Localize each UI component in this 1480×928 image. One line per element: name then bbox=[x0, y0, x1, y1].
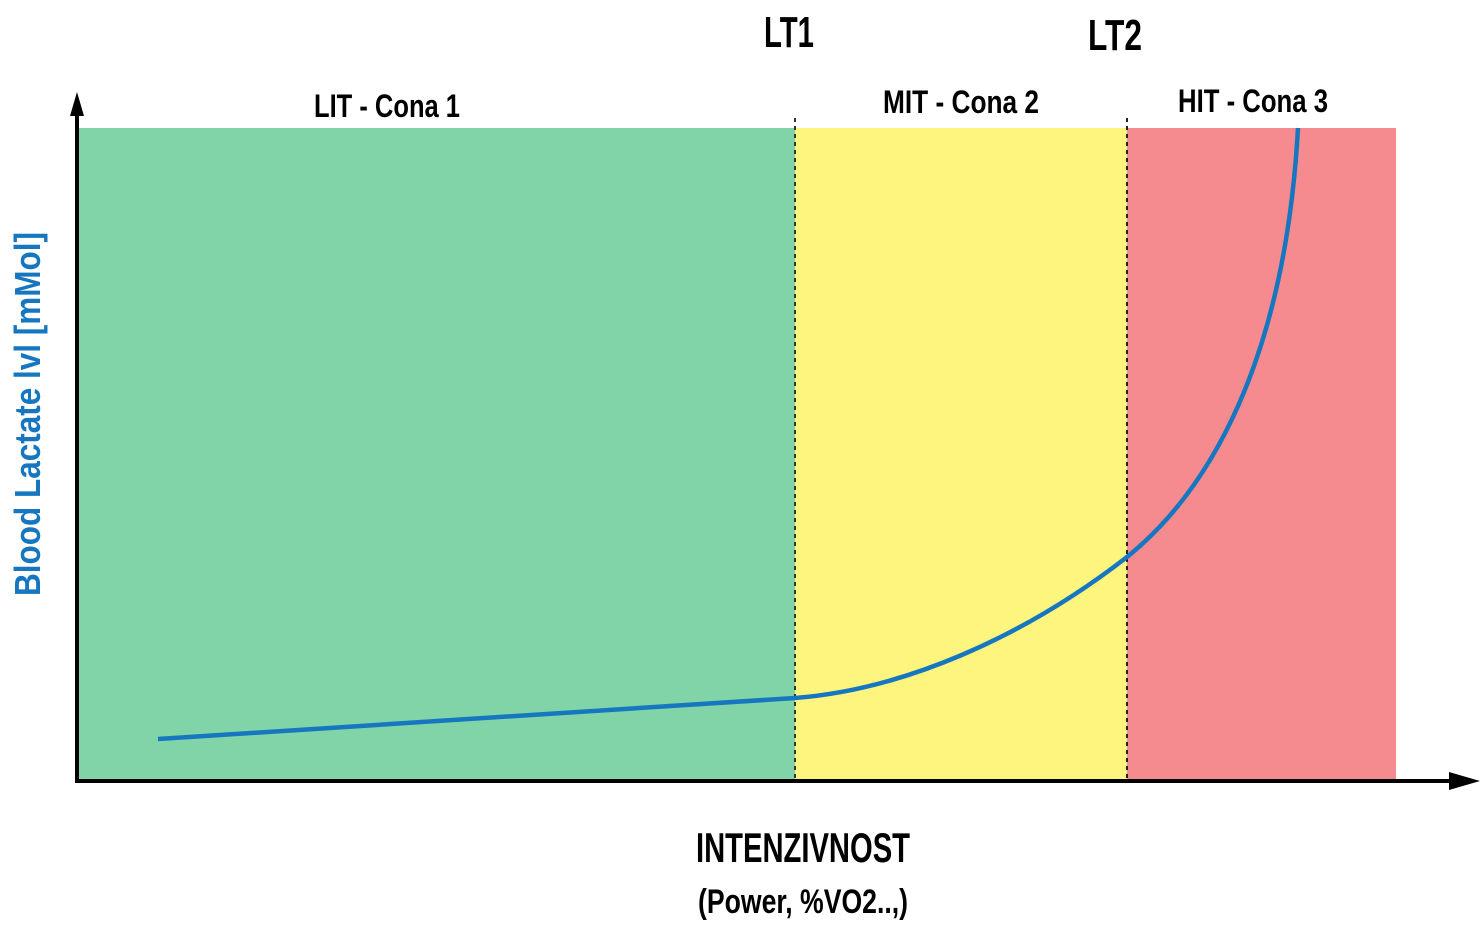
zone2-label: MIT - Cona 2 bbox=[883, 84, 1039, 120]
zone1-label: LIT - Cona 1 bbox=[314, 88, 460, 124]
lt2-label: LT2 bbox=[1088, 11, 1142, 60]
lactate-curve bbox=[157, 127, 1301, 742]
zone-hit-background bbox=[1127, 128, 1396, 780]
lt1-label: LT1 bbox=[764, 8, 814, 57]
x-axis-title: INTENZIVNOST bbox=[696, 824, 910, 871]
x-axis-subtitle: (Power, %VO2..,) bbox=[698, 883, 908, 921]
zone-mit-background bbox=[795, 128, 1127, 780]
x-axis-arrow-icon bbox=[1449, 772, 1480, 790]
zone3-label: HIT - Cona 3 bbox=[1178, 83, 1328, 119]
y-axis-arrow-icon bbox=[70, 92, 84, 116]
y-axis-title: Blood Lactate lvl [mMol] bbox=[7, 232, 48, 596]
zone-lit-background bbox=[78, 128, 795, 780]
